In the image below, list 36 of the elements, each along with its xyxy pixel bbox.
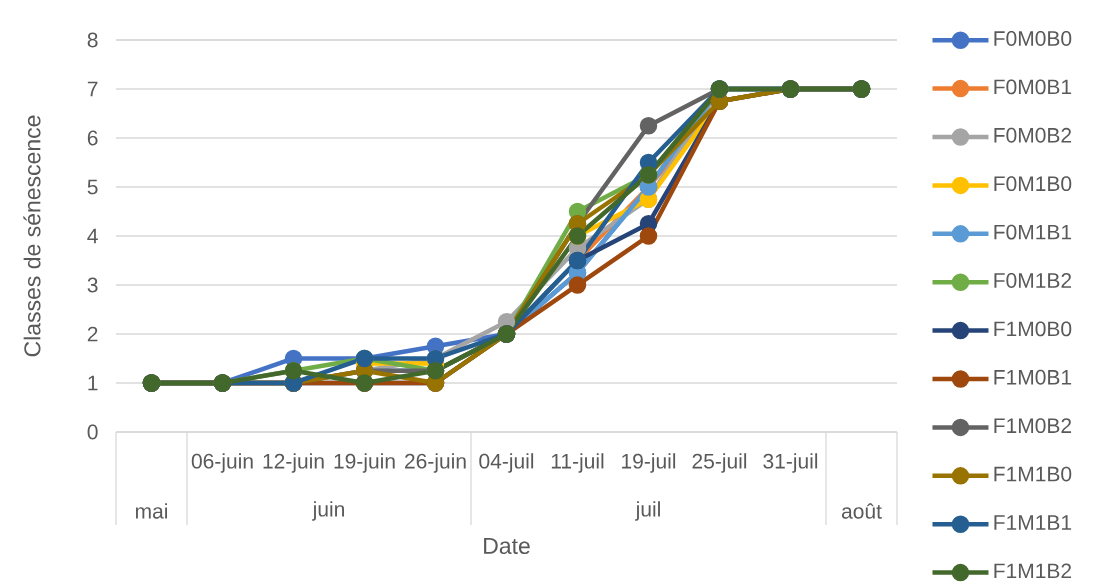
y-tick-label: 6 bbox=[87, 130, 98, 146]
text: juin bbox=[312, 501, 344, 521]
x-tick-label: 31-juil bbox=[763, 453, 818, 473]
y-tick-label: 0 bbox=[87, 424, 98, 440]
legend-label: F1M1B0 bbox=[994, 466, 1072, 482]
y-tick-label: 1 bbox=[88, 375, 98, 391]
legend-label: F0M1B0 bbox=[994, 176, 1072, 192]
x-tick-label: 19-juil bbox=[622, 453, 676, 473]
legend-label: F1M0B1 bbox=[994, 369, 1072, 385]
x-tick-label: 11-juil bbox=[551, 453, 604, 473]
legend-label: F1M1B2 bbox=[994, 563, 1072, 579]
y-tick-label: 8 bbox=[87, 32, 98, 48]
x-tick-label: 19-juin bbox=[334, 453, 395, 473]
text: mai bbox=[135, 503, 167, 519]
y-tick-label: 5 bbox=[87, 179, 98, 195]
legend-label: F1M0B0 bbox=[994, 321, 1072, 337]
legend-label: F0M1B2 bbox=[994, 273, 1072, 288]
x-axis-title: Date bbox=[484, 537, 530, 554]
legend-label: F0M0B0 bbox=[994, 31, 1072, 46]
y-tick-label: 4 bbox=[87, 228, 98, 244]
legend-label: F1M1B1 bbox=[994, 515, 1072, 530]
legend-label: F1M0B2 bbox=[994, 418, 1072, 434]
x-tick-label: 06-juin bbox=[191, 453, 253, 473]
legend-label: F0M0B2 bbox=[994, 127, 1072, 143]
y-tick-label: 3 bbox=[87, 277, 98, 293]
x-tick-label: 04-juil bbox=[479, 453, 534, 473]
x-tick-label: 26-juin bbox=[405, 453, 466, 473]
x-tick-label: 12-juin bbox=[263, 453, 324, 473]
legend-label: F0M1B1 bbox=[994, 224, 1072, 240]
legend-label: F0M0B1 bbox=[994, 79, 1072, 95]
y-axis-title: Classes de sénescence bbox=[23, 115, 41, 357]
text: juil bbox=[635, 501, 660, 521]
y-tick-label: 2 bbox=[87, 326, 98, 342]
x-tick-label: 25-juil bbox=[692, 453, 747, 473]
y-tick-label: 7 bbox=[87, 81, 98, 97]
text: août bbox=[841, 503, 882, 519]
